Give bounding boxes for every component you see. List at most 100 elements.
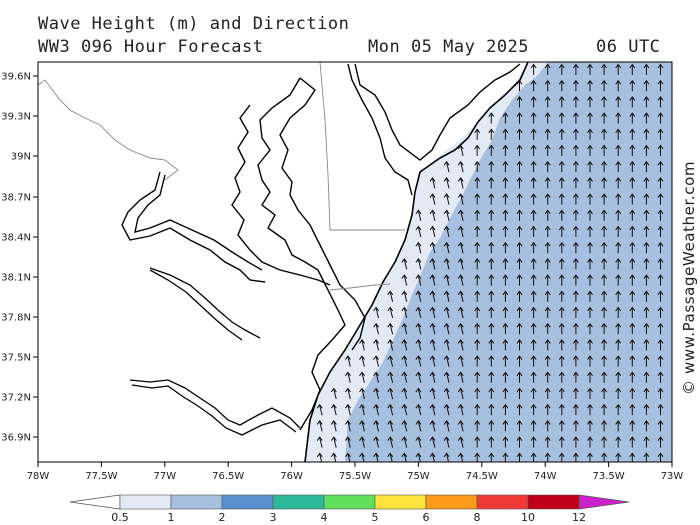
legend-swatch <box>476 494 529 510</box>
lon-tick-label: 76.5W <box>212 471 244 482</box>
legend-label: 2 <box>219 511 226 524</box>
wave-arrow <box>572 355 579 367</box>
wave-arrow <box>373 371 380 383</box>
wave-arrow <box>502 177 509 189</box>
wave-arrow <box>502 452 509 462</box>
wave-arrow <box>502 387 509 399</box>
wave-arrow <box>572 128 579 140</box>
wave-arrow <box>657 96 664 108</box>
wave-arrow <box>587 128 593 140</box>
wave-arrow <box>544 193 551 205</box>
wave-arrow <box>615 241 622 254</box>
wave-arrow <box>516 193 523 205</box>
wave-arrow <box>572 96 579 108</box>
wave-arrow <box>330 403 337 416</box>
wave-arrow <box>530 144 537 156</box>
wave-arrow <box>516 177 523 189</box>
wave-arrow <box>572 241 579 254</box>
wave-arrow <box>530 258 537 270</box>
wave-arrow <box>429 209 436 221</box>
chesapeake-bay-shore <box>231 77 366 431</box>
wave-arrow <box>415 436 422 448</box>
wave-arrow <box>615 144 622 156</box>
wave-arrow <box>401 403 408 416</box>
wave-arrow <box>516 112 523 124</box>
wave-arrow <box>457 403 464 416</box>
wave-arrow <box>629 355 636 367</box>
wave-arrow <box>615 193 622 205</box>
wave-arrow <box>558 452 565 462</box>
wave-arrow <box>601 177 608 189</box>
wave-arrow <box>615 420 622 432</box>
wave-arrow <box>530 306 537 318</box>
wave-arrow <box>401 436 408 448</box>
wave-arrow <box>629 371 636 383</box>
wave-arrow <box>530 436 537 448</box>
wave-arrow <box>429 306 436 319</box>
wave-arrow <box>330 420 337 432</box>
wave-arrow <box>516 79 523 92</box>
wave-arrow <box>657 209 664 221</box>
wave-arrow <box>516 306 523 318</box>
wave-arrow <box>344 355 351 367</box>
wave-arrow <box>601 225 608 237</box>
wave-arrow <box>643 420 650 432</box>
wave-arrow <box>558 96 565 108</box>
wave-arrow <box>657 403 664 416</box>
wave-arrow <box>502 225 509 237</box>
legend-swatch <box>425 494 478 510</box>
wave-arrow <box>530 241 537 254</box>
wave-arrow <box>643 209 650 221</box>
wave-arrow <box>457 290 464 302</box>
wave-arrow <box>558 339 565 351</box>
wave-arrow <box>544 355 551 367</box>
lat-tick-label: 37.2N <box>1 393 31 404</box>
wave-arrow <box>657 225 664 237</box>
wave-arrow <box>488 274 495 286</box>
wave-arrow <box>457 371 464 383</box>
legend-label: 1 <box>168 511 175 524</box>
potomac-river <box>121 171 266 283</box>
wave-arrow <box>373 436 380 448</box>
wave-arrow <box>415 258 422 270</box>
wave-arrow <box>558 306 565 318</box>
wave-arrow <box>516 290 523 302</box>
wave-arrow <box>601 436 608 448</box>
wave-arrow <box>587 403 593 416</box>
wave-arrow <box>615 322 622 335</box>
wave-arrow <box>429 274 436 286</box>
wave-arrow <box>516 322 523 335</box>
wave-arrow <box>516 387 523 399</box>
wave-direction-arrows <box>316 63 664 462</box>
wave-arrow <box>558 241 565 254</box>
lat-tick-label: 37.5N <box>1 353 31 364</box>
wave-arrow <box>516 403 523 416</box>
wave-arrow <box>415 420 422 432</box>
wave-arrow <box>643 177 650 189</box>
wave-arrow <box>601 112 608 124</box>
wave-arrow <box>530 225 537 237</box>
wave-arrow <box>415 403 422 416</box>
wave-arrow <box>530 322 537 335</box>
wave-arrow <box>572 258 579 270</box>
wave-arrow <box>629 322 636 335</box>
wave-arrow <box>316 436 323 448</box>
wave-arrow <box>657 112 664 124</box>
legend-lower-tip <box>69 494 121 510</box>
wave-arrow <box>373 387 380 400</box>
wave-arrow <box>615 177 622 189</box>
wave-arrow <box>572 452 579 462</box>
wave-arrow <box>572 436 579 448</box>
wave-arrow <box>474 241 481 254</box>
wave-arrow <box>601 452 608 462</box>
wave-arrow <box>457 452 464 462</box>
wave-arrow <box>615 355 622 367</box>
forecast-date: Mon 05 May 2025 <box>368 37 530 57</box>
lon-tick-label: 77W <box>153 471 176 482</box>
wave-arrow <box>443 160 450 173</box>
wave-arrow <box>359 452 365 462</box>
wave-arrow <box>344 436 351 448</box>
wave-arrow <box>544 387 551 399</box>
wave-arrow <box>429 371 436 383</box>
wave-arrow <box>629 96 636 108</box>
